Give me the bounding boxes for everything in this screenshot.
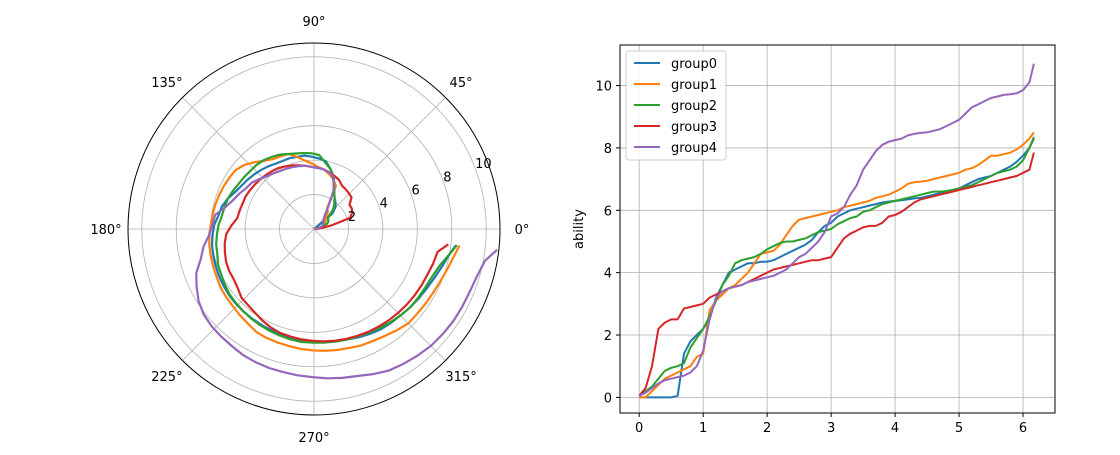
polar-r-tick-label: 4 <box>380 197 388 212</box>
line-chart: 0 1 2 3 4 5 60246810abilitygroup0group1group2g… <box>572 44 1056 436</box>
x-tick-label: 1 <box>699 421 707 436</box>
y-tick-label: 6 <box>604 204 612 219</box>
legend-label: group3 <box>671 120 717 135</box>
polar-theta-tick-label: 180° <box>90 223 121 238</box>
x-tick-label: 0 <box>635 421 643 436</box>
legend-label: group0 <box>671 57 717 72</box>
polar-theta-tick-label: 225° <box>151 370 182 385</box>
polar-grid-spoke <box>313 228 446 361</box>
polar-theta-tick-label: 90° <box>302 15 325 30</box>
polar-theta-tick-label: 45° <box>450 76 473 91</box>
polar-r-tick-label: 10 <box>475 157 492 172</box>
polar-frame <box>127 42 501 416</box>
legend-box <box>625 50 727 161</box>
polar-r-tick-label: 8 <box>443 170 451 185</box>
polar-theta-tick-label: 0° <box>515 223 530 238</box>
series-line <box>638 152 1035 397</box>
plot-frame <box>619 44 1056 414</box>
series-line <box>639 131 1035 399</box>
polar-theta-tick-label: 315° <box>445 370 476 385</box>
polar-series-line <box>223 164 449 343</box>
x-tick-label: 3 <box>827 421 835 436</box>
polar-theta-tick-label: 270° <box>298 431 329 446</box>
legend: group0 group1 group2 group3 group4 <box>625 50 727 161</box>
y-tick-label: 4 <box>604 267 612 282</box>
x-tick-label: 6 <box>1019 421 1027 436</box>
legend-label: group2 <box>671 99 717 114</box>
y-tick-label: 2 <box>604 329 612 344</box>
legend-label: group1 <box>671 78 717 93</box>
series-line <box>638 136 1035 397</box>
y-tick-label: 10 <box>595 80 612 95</box>
legend-label: group4 <box>671 141 717 156</box>
polar-grid-spoke <box>182 228 315 361</box>
y-axis-label: ability <box>572 209 587 249</box>
series-line <box>638 63 1035 397</box>
x-tick-label: 2 <box>763 421 771 436</box>
y-tick-label: 8 <box>604 142 612 157</box>
polar-chart: 2 4 6 8 10 0° 45° 90° 135° 180° 225° 270° 315° <box>90 15 529 446</box>
polar-r-tick-label: 2 <box>348 210 356 225</box>
series-line <box>639 138 1035 399</box>
x-tick-label: 4 <box>891 421 899 436</box>
y-tick-label: 0 <box>604 391 612 406</box>
polar-r-tick-label: 6 <box>411 183 419 198</box>
polar-theta-tick-label: 135° <box>151 76 182 91</box>
x-tick-label: 5 <box>955 421 963 436</box>
polar-series-line <box>195 164 498 380</box>
